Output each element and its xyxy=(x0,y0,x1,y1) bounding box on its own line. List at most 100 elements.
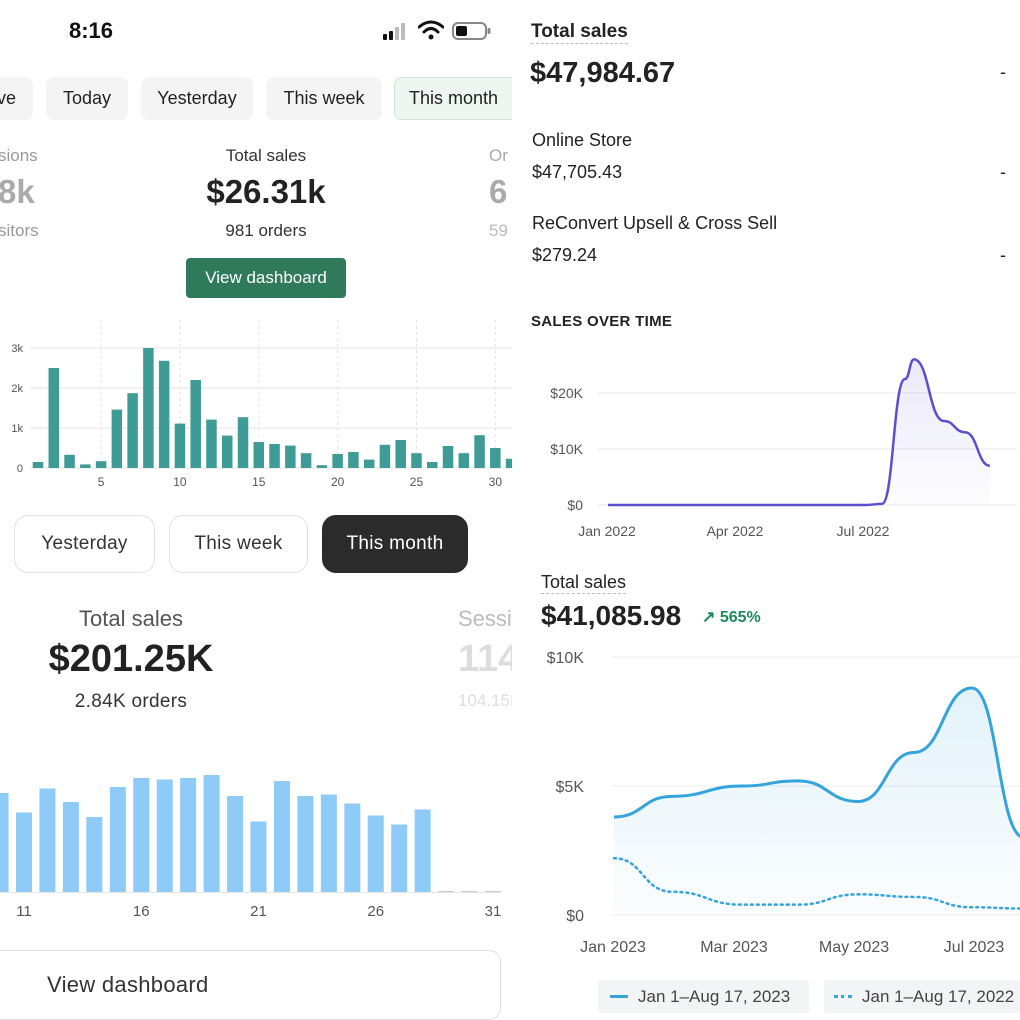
series-line-current xyxy=(613,686,1020,838)
channel-change: - xyxy=(1000,245,1006,265)
channel-name: ReConvert Upsell & Cross Sell xyxy=(532,213,778,233)
y-tick-label: $5K xyxy=(556,779,585,796)
solid-line-swatch xyxy=(610,995,628,998)
bar xyxy=(348,452,359,468)
area-fill xyxy=(614,687,1020,915)
x-tick-label: 30 xyxy=(489,475,503,489)
bar xyxy=(285,445,296,468)
bar xyxy=(442,446,454,468)
bar xyxy=(174,423,186,468)
bar xyxy=(237,417,249,468)
x-tick-label: Mar 2023 xyxy=(700,939,768,956)
bar xyxy=(379,444,391,468)
bar xyxy=(133,778,150,892)
visitors-sub-partial: sitors xyxy=(0,221,39,240)
view-dashboard-button[interactable]: View dashboard xyxy=(186,258,346,298)
y-tick-label: 3k xyxy=(11,343,23,355)
status-time: 8:16 xyxy=(69,18,114,43)
channel-change: - xyxy=(1000,162,1006,182)
tab-this-week[interactable]: This week xyxy=(266,77,382,120)
x-tick-label: 10 xyxy=(173,475,187,489)
pill-this-month[interactable]: This month xyxy=(322,515,468,573)
bar xyxy=(458,453,470,468)
dotted-line-swatch xyxy=(834,995,852,998)
bar xyxy=(95,461,107,468)
x-tick-label: Jan 2022 xyxy=(578,523,636,539)
signal-icon xyxy=(383,22,411,45)
x-tick-label: Jan 2023 xyxy=(580,939,646,956)
bar xyxy=(395,440,406,468)
x-tick-label: 21 xyxy=(250,903,267,920)
bar xyxy=(391,824,408,892)
bar xyxy=(62,802,79,892)
total-sales-heading: Total sales xyxy=(531,21,628,44)
tab-live[interactable]: ve xyxy=(0,77,33,120)
bar xyxy=(411,453,422,468)
y-tick-label: 2k xyxy=(11,383,23,395)
x-tick-label: 15 xyxy=(252,475,266,489)
total-sales-value: $201.25K xyxy=(48,638,214,680)
bar xyxy=(253,442,265,468)
total-sales-value: $26.31k xyxy=(206,173,326,210)
bar xyxy=(80,464,91,468)
tab-yesterday[interactable]: Yesterday xyxy=(141,77,253,120)
x-tick-label: 11 xyxy=(16,903,32,920)
bar xyxy=(227,796,244,892)
bar xyxy=(414,809,431,892)
bar xyxy=(427,462,438,468)
bar xyxy=(474,435,485,468)
series-line xyxy=(607,358,991,507)
bar xyxy=(300,453,312,468)
x-tick-label: 26 xyxy=(367,903,384,920)
comparison-line-chart: $10K $5K $0 Jan 2023 Mar 2023 May 2023 Jul 202… xyxy=(547,650,1020,956)
bar xyxy=(39,788,56,892)
view-dashboard-button[interactable]: View dashboard xyxy=(0,950,501,1020)
sessions-label-partial: sions xyxy=(0,146,38,165)
bar xyxy=(32,462,44,468)
bar xyxy=(438,891,455,892)
bar xyxy=(156,779,173,892)
bar xyxy=(109,787,126,892)
y-tick-label: 1k xyxy=(11,423,23,435)
bar xyxy=(250,821,267,892)
bar xyxy=(316,465,328,468)
pill-yesterday[interactable]: Yesterday xyxy=(14,515,155,573)
x-tick-label: Apr 2022 xyxy=(707,523,764,539)
bar xyxy=(64,454,75,468)
legend-previous-period[interactable]: Jan 1–Aug 17, 2022 xyxy=(824,980,1020,1013)
bar xyxy=(461,891,478,892)
tab-this-month[interactable]: This month xyxy=(394,77,512,120)
bar xyxy=(190,380,201,468)
daily-sales-bar-chart: 0 1k 2k 3k 5 10 15 20 25 30 xyxy=(11,320,512,489)
y-tick-label: $0 xyxy=(566,908,584,925)
bar xyxy=(273,781,290,892)
y-tick-label: $10K xyxy=(550,441,583,457)
legend-current-period[interactable]: Jan 1–Aug 17, 2023 xyxy=(598,980,809,1013)
tab-today[interactable]: Today xyxy=(46,77,128,120)
bar xyxy=(86,817,103,892)
sessions-label-partial: Session xyxy=(458,606,512,631)
bar xyxy=(332,454,343,468)
channel-name: Online Store xyxy=(532,130,633,150)
bar xyxy=(320,794,337,892)
orders-sub: 2.84K orders xyxy=(74,691,188,712)
bar xyxy=(127,393,138,468)
bar xyxy=(363,459,375,468)
x-tick-label: 5 xyxy=(98,475,105,489)
x-tick-label: 20 xyxy=(331,475,345,489)
series-line-previous xyxy=(612,856,1020,910)
y-tick-label: 0 xyxy=(17,463,23,475)
sessions-sub-partial: 104.15K xyxy=(458,691,512,710)
bar xyxy=(143,348,154,468)
pill-this-week[interactable]: This week xyxy=(169,515,308,573)
bar xyxy=(485,891,501,892)
bar xyxy=(367,815,384,892)
y-tick-label: $20K xyxy=(550,385,583,401)
bar xyxy=(48,368,60,468)
orders-label-partial: Or xyxy=(489,146,508,165)
sessions-value-partial: 114. xyxy=(458,638,512,680)
x-tick-label: 16 xyxy=(133,903,150,920)
x-tick-label: 31 xyxy=(485,903,502,920)
bar xyxy=(221,435,233,468)
bar xyxy=(16,812,32,892)
